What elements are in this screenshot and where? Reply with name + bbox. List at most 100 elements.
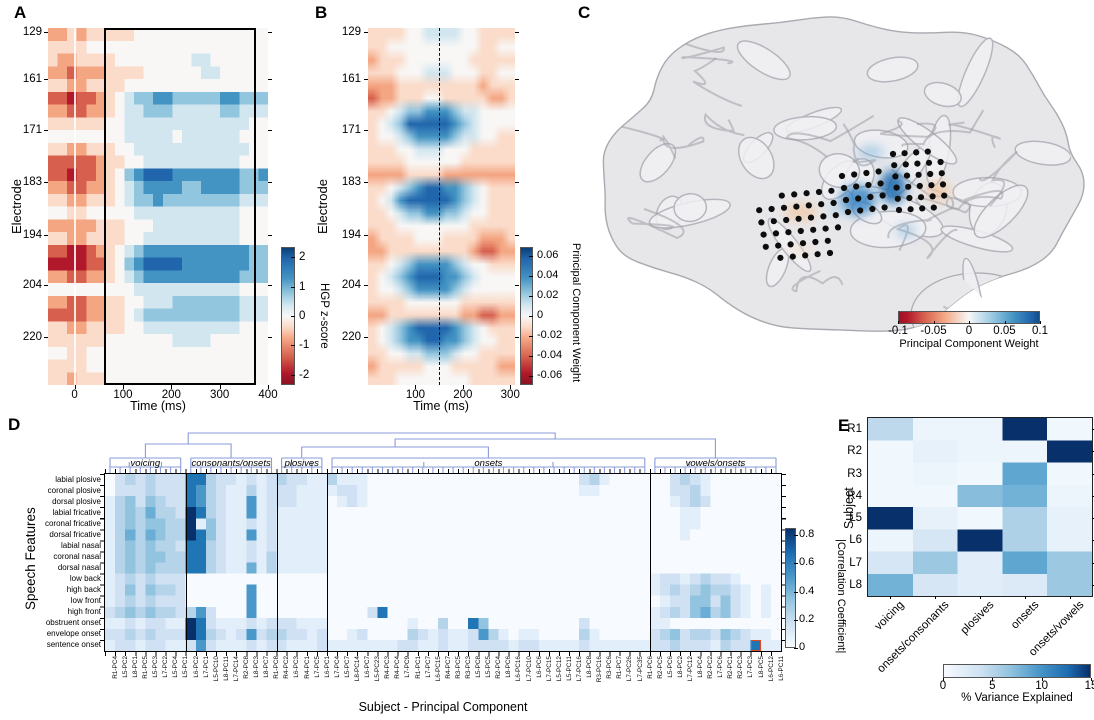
brain-colorbar-tick — [898, 321, 899, 324]
cluster-column-tick — [980, 596, 981, 599]
electrode-tick-label: 220 — [22, 331, 42, 344]
subject-tick — [1092, 584, 1094, 586]
electrode-dot — [814, 251, 821, 258]
pc-peak-time-line — [439, 28, 441, 385]
column-label: R2-PC1 — [727, 656, 735, 679]
electrode-tick — [268, 337, 272, 339]
analysis-window-box — [103, 28, 256, 385]
correlation-colorbar-tick — [794, 535, 798, 537]
electrode-dot — [777, 254, 784, 261]
electrode-dot — [895, 206, 903, 214]
pc-colorbar-tick-label: 0.06 — [537, 249, 559, 261]
column-label: L6-PC7 — [364, 656, 372, 678]
electrode-dot — [930, 204, 937, 211]
time-tick-label: 100 — [405, 389, 425, 401]
electrode-dot — [818, 201, 825, 208]
column-label: R1-PC5 — [142, 656, 150, 679]
electrode-dot — [913, 149, 920, 156]
cluster-label: plosives — [284, 458, 319, 469]
subject-tick — [1092, 429, 1094, 431]
brain-colorbar-label: Principal Component Weight — [899, 338, 1039, 350]
column-label: L7-PC2 — [162, 656, 170, 678]
feature-label: dorsal fricative — [49, 529, 101, 539]
pc-colorbar-tick — [529, 316, 533, 317]
subject-label: R1 — [847, 423, 862, 435]
electrode-dot — [820, 213, 827, 220]
column-label: L5-PC3 — [152, 656, 160, 678]
brain-colorbar-tick-label: 0.05 — [993, 325, 1016, 337]
correlation-heatmap — [105, 474, 781, 651]
column-label: R1-PC7 — [616, 656, 624, 679]
cluster-label: onsets — [474, 458, 503, 469]
electrode-dot — [938, 170, 945, 177]
column-label: L7-PC15 — [545, 656, 553, 682]
hgp-colorbar-tick — [291, 374, 295, 376]
electrode-dot — [917, 194, 925, 201]
electrode-dot — [903, 172, 911, 179]
electrode-dot — [905, 183, 912, 190]
electrode-tick — [515, 79, 519, 81]
column-label: L5-PC10 — [212, 656, 220, 682]
electrode-dot — [758, 219, 765, 226]
column-label: L5-PC1 — [182, 656, 190, 678]
panel-b-label: B — [315, 3, 328, 22]
column-label: R4-PC7 — [444, 656, 452, 679]
brain-colorbar-tick-label: -0.05 — [920, 325, 947, 337]
variance-colorbar-tick — [1041, 678, 1043, 681]
correlation-colorbar — [785, 528, 796, 648]
electrode-dot — [937, 158, 944, 166]
time-tick-label: 300 — [210, 389, 230, 401]
correlation-colorbar-tick-label: 0.6 — [799, 556, 815, 569]
column-label: L8-PC6 — [505, 656, 513, 678]
hgp-colorbar-tick — [291, 286, 295, 288]
column-label: L6-PC11 — [777, 656, 785, 681]
feature-label: dorsal plosive — [52, 496, 101, 506]
electrode-tick-label: 171 — [22, 124, 42, 137]
electrode-dot — [832, 212, 839, 219]
electrode-dot — [857, 207, 864, 214]
electrode-dot — [894, 195, 901, 202]
feature-label: envelope onset — [46, 629, 101, 639]
subject-label: R2 — [847, 445, 862, 458]
column-label: R2-PC8 — [243, 656, 250, 679]
electrode-dot — [919, 205, 926, 212]
d-bottom-ticks — [105, 651, 781, 656]
column-label: L5-PC5 — [485, 656, 493, 678]
feature-label: coronal fricative — [44, 518, 101, 528]
feature-label: coronal nasal — [53, 551, 101, 561]
electrode-dot — [879, 192, 886, 199]
electrode-tick — [364, 31, 368, 33]
column-label: L7-PC6 — [717, 656, 725, 678]
column-label: L7-PC5 — [313, 656, 321, 678]
electrode-dot — [762, 243, 769, 250]
electrode-dot — [756, 207, 763, 214]
column-label: L7-PC10 — [525, 656, 533, 682]
hgp-colorbar-tick-label: 1 — [299, 280, 306, 293]
column-label: L8-PC3 — [253, 656, 261, 678]
feature-label: high front — [67, 607, 101, 617]
variance-colorbar-tick — [992, 678, 994, 681]
electrode-dot — [822, 225, 829, 232]
column-label: L8-PC14 — [353, 656, 361, 682]
electrode-dot — [844, 208, 852, 216]
column-label: R4-PC1 — [303, 656, 311, 679]
electrode-dot — [768, 205, 775, 213]
column-label: L8-PC8 — [586, 656, 594, 678]
electrode-dot — [838, 172, 846, 180]
time-tick — [268, 385, 269, 389]
electrode-dot — [842, 196, 850, 204]
column-label: L5-PC8 — [475, 656, 483, 678]
variance-colorbar-label: % Variance Explained — [961, 692, 1073, 704]
electrode-tick — [515, 181, 519, 183]
electrode-dot — [840, 184, 848, 192]
column-label: L5-PC7 — [343, 656, 351, 678]
column-label: R1-PC6 — [646, 656, 654, 679]
electrode-dot — [914, 160, 921, 167]
column-label: R4-PC2 — [283, 656, 291, 679]
electrode-tick-label: 129 — [341, 25, 361, 38]
electrode-dot — [778, 192, 785, 199]
electrode-dot — [927, 170, 934, 178]
hgp-heatmap — [48, 28, 268, 385]
electrode-dot — [802, 252, 809, 259]
